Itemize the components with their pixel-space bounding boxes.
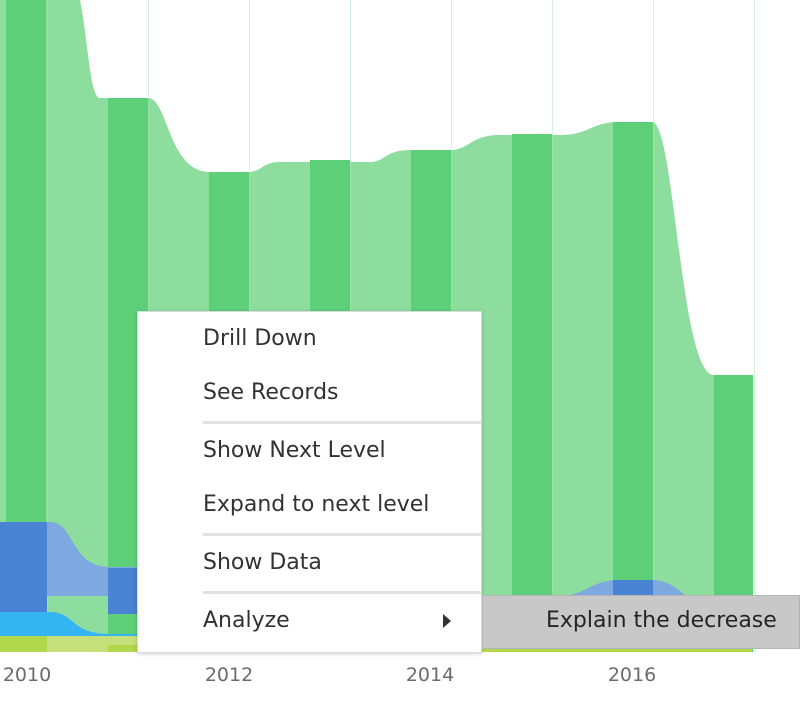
x-tick-label-2010: 2010 [2,664,52,686]
blue-bar-0 [0,522,47,614]
column-divider [754,0,755,652]
menu-separator [203,533,481,536]
menu-separator [203,591,481,594]
x-tick-label-2014: 2014 [405,664,455,686]
menu-item-expand-to-next-level[interactable]: Expand to next level [138,482,481,528]
menu-item-analyze[interactable]: Analyze [138,598,481,644]
green-bar-6 [613,122,653,652]
menu-item-label: Drill Down [203,326,317,351]
menu-item-label: Expand to next level [203,492,430,517]
menu-item-label: Show Data [203,550,322,575]
menu-item-label: Explain the decrease [546,608,777,633]
menu-item-show-next-level[interactable]: Show Next Level [138,428,481,474]
menu-separator [203,421,481,424]
column-divider [552,0,553,652]
menu-item-label: Analyze [203,608,290,633]
lime-bar-0 [0,636,47,652]
context-menu: Drill Down See Records Show Next Level E… [137,311,482,653]
analyze-submenu: Explain the decrease [482,595,800,649]
lime-strip [480,648,752,652]
lime-bar-1 [108,645,138,652]
x-tick-label-2016: 2016 [607,664,657,686]
menu-item-explain-the-decrease[interactable]: Explain the decrease [483,596,799,648]
green-bar-5 [512,134,552,652]
x-tick-label-2012: 2012 [204,664,254,686]
column-divider [47,0,48,652]
menu-item-show-data[interactable]: Show Data [138,540,481,586]
column-divider [653,0,654,652]
menu-item-label: See Records [203,380,339,405]
blue-bar-2 [613,580,653,596]
menu-item-see-records[interactable]: See Records [138,370,481,416]
menu-item-label: Show Next Level [203,438,386,463]
blue-bar-1 [108,568,138,614]
submenu-arrow-icon [443,614,451,628]
menu-item-drill-down[interactable]: Drill Down [138,316,481,362]
